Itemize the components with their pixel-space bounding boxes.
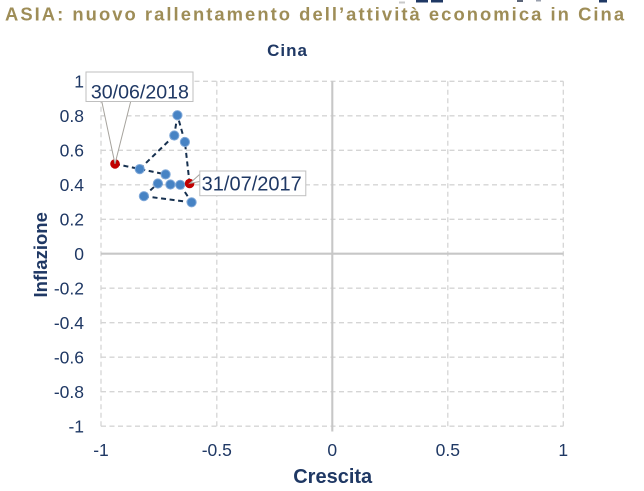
svg-text:31/07/2017: 31/07/2017	[202, 174, 302, 196]
svg-text:0: 0	[74, 244, 84, 264]
svg-text:-0.8: -0.8	[54, 382, 84, 402]
svg-text:ASIA: nuovo rallentamento dell: ASIA: nuovo rallentamento dell’attività …	[5, 4, 626, 25]
svg-text:-0.5: -0.5	[202, 440, 232, 460]
svg-text:Crescita: Crescita	[293, 466, 373, 488]
svg-text:-0.6: -0.6	[54, 348, 84, 368]
svg-text:0.2: 0.2	[60, 210, 84, 230]
svg-text:1: 1	[74, 72, 84, 92]
svg-text:-1: -1	[93, 440, 109, 460]
svg-text:-0.4: -0.4	[54, 313, 84, 333]
svg-text:1: 1	[558, 440, 568, 460]
svg-text:0.8: 0.8	[60, 106, 84, 126]
svg-text:0.4: 0.4	[60, 175, 85, 195]
svg-text:0: 0	[327, 440, 337, 460]
svg-text:0.5: 0.5	[436, 440, 460, 460]
svg-text:30/06/2018: 30/06/2018	[91, 81, 189, 103]
svg-text:0.6: 0.6	[60, 141, 84, 161]
svg-text:Inflazione: Inflazione	[30, 212, 51, 297]
svg-text:-1: -1	[68, 417, 84, 437]
svg-text:-0.2: -0.2	[54, 279, 84, 299]
svg-text:Cina: Cina	[267, 41, 308, 60]
